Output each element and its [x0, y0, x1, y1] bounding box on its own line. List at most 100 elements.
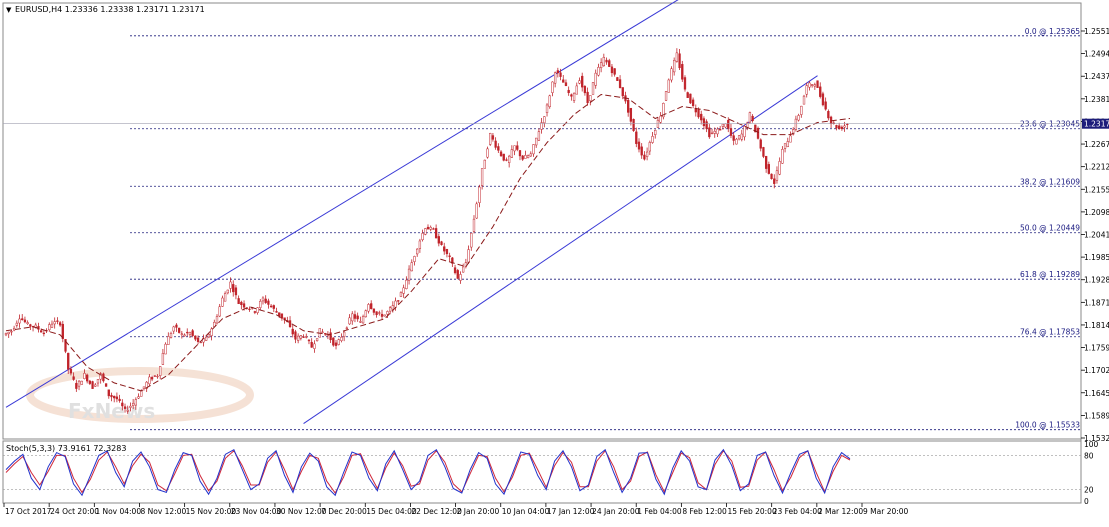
candle-body — [735, 138, 738, 145]
candle-body — [491, 135, 495, 140]
fib-level-label: 0.0 @ 1.25365 — [1025, 27, 1080, 36]
candle-body — [440, 241, 443, 245]
candle-body — [689, 93, 692, 104]
candle-body — [843, 125, 846, 128]
price-tick-label: 1.25510 — [1084, 27, 1109, 36]
candle-body — [583, 86, 587, 94]
price-tick-label: 1.20410 — [1084, 231, 1109, 240]
candle-body — [605, 59, 608, 63]
candle-body — [107, 389, 110, 397]
header-arrow-icon[interactable]: ▼ — [6, 6, 12, 14]
candle-body — [383, 314, 386, 317]
candle-body — [651, 136, 654, 143]
candle-body — [26, 322, 29, 324]
price-tick-label: 1.24370 — [1084, 72, 1109, 81]
candle-body — [226, 289, 229, 294]
candle-body — [426, 226, 430, 230]
candle-body — [732, 135, 735, 141]
candle-body — [581, 75, 584, 88]
candle-body — [10, 331, 13, 333]
price-tick-label: 1.22675 — [1084, 140, 1109, 149]
time-tick-label: 8 Feb 12:00 — [682, 507, 727, 516]
price-tick-label: 1.19855 — [1084, 253, 1109, 262]
candle-body — [480, 168, 484, 186]
candle-body — [196, 337, 200, 342]
candle-body — [42, 332, 46, 335]
candle-body — [294, 331, 297, 340]
candle-body — [140, 390, 143, 397]
candle-body — [83, 373, 86, 379]
candle-body — [516, 145, 519, 150]
candle-body — [640, 146, 643, 156]
candle-body — [121, 402, 124, 407]
candle-body — [713, 130, 716, 134]
candle-body — [399, 292, 403, 297]
candle-body — [567, 89, 570, 94]
candle-body — [337, 339, 340, 345]
candle-body — [194, 335, 197, 340]
candle-body — [104, 383, 108, 387]
candle-body — [778, 161, 781, 175]
candle-body — [710, 132, 714, 135]
candle-body — [789, 135, 792, 143]
candle-body — [497, 146, 500, 151]
candle-body — [572, 92, 576, 101]
stoch-main-line — [5, 448, 851, 497]
candle-body — [524, 155, 527, 159]
candle-body — [237, 298, 240, 304]
candle-body — [175, 324, 178, 328]
candle-body — [321, 331, 324, 333]
candle-body — [210, 328, 213, 336]
candle-body — [272, 305, 275, 309]
candle-body — [589, 95, 592, 102]
candle-body — [305, 336, 308, 338]
candle-body — [23, 319, 27, 323]
time-tick-label: 24 Jan 20:00 — [592, 507, 640, 516]
candle-body — [553, 72, 557, 84]
candle-body — [505, 159, 508, 161]
candle-body — [88, 380, 92, 384]
candle-body — [64, 339, 67, 352]
fib-level-label: 61.8 @ 1.19289 — [1020, 270, 1080, 279]
candle-body — [727, 119, 730, 129]
candle-body — [21, 318, 24, 321]
price-tick-label: 1.22120 — [1084, 163, 1109, 172]
candle-body — [267, 300, 270, 305]
channel-line — [5, 0, 679, 408]
candle-body — [594, 72, 597, 86]
time-tick-label: 17 Jan 12:00 — [547, 507, 595, 516]
candle-body — [562, 79, 565, 83]
candle-body — [353, 314, 357, 319]
candle-body — [80, 380, 83, 385]
candle-body — [767, 164, 770, 174]
time-tick-label: 15 Feb 20:00 — [728, 507, 777, 516]
candle-body — [743, 126, 746, 138]
candle-body — [556, 70, 559, 74]
candle-body — [700, 113, 703, 121]
candle-body — [172, 326, 175, 332]
candle-body — [451, 257, 454, 264]
time-tick-label: 17 Oct 2017 — [5, 507, 52, 516]
candle-body — [813, 84, 816, 87]
fibonacci-layer: 0.0 @ 1.25365 23.6 @ 1.23045 38.2 @ 1.2160… — [130, 27, 1081, 431]
candle-body — [659, 115, 662, 123]
candle-body — [621, 87, 624, 97]
candle-body — [356, 315, 359, 320]
current-price-label: 1.23171 — [1084, 120, 1109, 129]
candle-body — [683, 77, 687, 90]
candle-body — [453, 267, 457, 274]
candle-body — [486, 148, 489, 158]
candle-body — [754, 124, 757, 133]
candle-body — [802, 95, 806, 105]
candle-body — [670, 68, 673, 81]
candle-body — [478, 186, 481, 203]
candle-body — [448, 255, 451, 257]
candle-body — [548, 95, 551, 107]
candle-body — [278, 312, 281, 317]
candle-body — [186, 331, 189, 334]
candle-body — [729, 128, 733, 136]
candle-body — [775, 170, 779, 181]
time-tick-label: 10 Jan 04:00 — [502, 507, 550, 516]
